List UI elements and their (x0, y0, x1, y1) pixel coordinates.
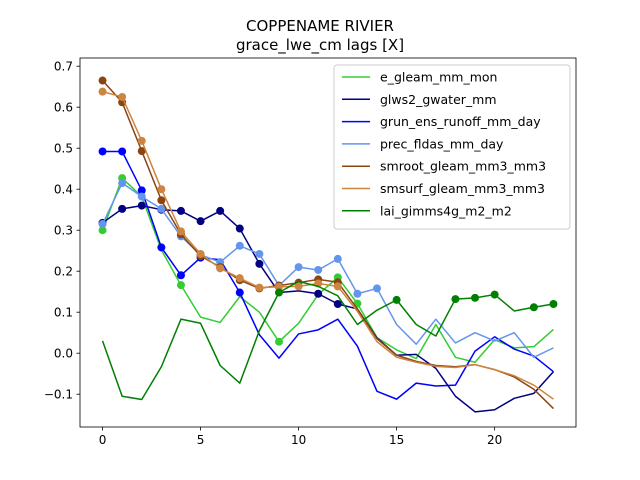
data-point-glws2_gwater_mm (216, 206, 225, 215)
series-line-smsurf_gleam_mm3_mm3 (102, 90, 554, 400)
plot-area (98, 76, 558, 413)
data-point-smsurf_gleam_mm3_mm3 (274, 282, 283, 291)
series-line-grun_ens_runoff_mm_day (102, 150, 554, 400)
data-point-glws2_gwater_mm (314, 289, 323, 298)
data-point-glws2_gwater_mm (333, 300, 342, 308)
data-point-glws2_gwater_mm (137, 201, 146, 210)
legend-label-smroot_gleam_mm3_mm3: smroot_gleam_mm3_mm3 (380, 159, 546, 174)
data-point-smsurf_gleam_mm3_mm3 (255, 283, 264, 292)
data-point-glws2_gwater_mm (255, 259, 264, 268)
y-tick-label: 0.3 (54, 224, 73, 238)
data-point-prec_fldas_mm_day (353, 289, 362, 298)
data-point-smroot_gleam_mm3_mm3 (137, 147, 146, 156)
data-point-smsurf_gleam_mm3_mm3 (294, 282, 303, 291)
data-point-smsurf_gleam_mm3_mm3 (157, 185, 166, 194)
data-point-prec_fldas_mm_day (98, 220, 107, 229)
legend-box (333, 64, 571, 230)
y-tick-label: 0.6 (54, 101, 73, 115)
x-tick-label: 10 (291, 433, 306, 447)
data-point-grun_ens_runoff_mm_day (118, 147, 127, 156)
data-point-grun_ens_runoff_mm_day (98, 147, 107, 156)
chart-subtitle: grace_lwe_cm lags [X] (236, 36, 404, 55)
y-tick-label: −0.1 (44, 388, 73, 402)
x-tick-label: 5 (197, 433, 205, 447)
data-point-lai_gimms4g_m2_m2 (274, 288, 283, 297)
data-point-lai_gimms4g_m2_m2 (471, 293, 480, 302)
y-tick-label: 0.1 (54, 306, 73, 320)
y-tick-label: 0.2 (54, 265, 73, 279)
data-point-e_gleam_mm_mon (353, 299, 362, 308)
legend-label-smsurf_gleam_mm3_mm3: smsurf_gleam_mm3_mm3 (380, 181, 545, 196)
data-point-prec_fldas_mm_day (255, 249, 264, 258)
data-point-smroot_gleam_mm3_mm3 (98, 76, 107, 85)
data-point-glws2_gwater_mm (235, 224, 244, 233)
data-point-smsurf_gleam_mm3_mm3 (137, 136, 146, 145)
data-point-grun_ens_runoff_mm_day (157, 243, 166, 252)
data-point-smsurf_gleam_mm3_mm3 (333, 282, 342, 291)
data-point-prec_fldas_mm_day (157, 204, 166, 213)
chart-title: COPPENAME RIVIER (246, 17, 394, 35)
x-tick-label: 0 (99, 433, 107, 447)
legend-label-prec_fldas_mm_day: prec_fldas_mm_day (380, 136, 504, 151)
data-point-e_gleam_mm_mon (176, 281, 185, 290)
data-point-prec_fldas_mm_day (314, 265, 323, 274)
axes-frame (79, 57, 577, 428)
data-point-smsurf_gleam_mm3_mm3 (196, 249, 205, 258)
y-tick-label: 0.5 (54, 142, 73, 156)
series-line-e_gleam_mm_mon (101, 177, 554, 363)
legend: e_gleam_mm_mon glws2_gwater_mm grun_ens_ru… (333, 64, 571, 230)
data-point-e_gleam_mm_mon (274, 337, 283, 346)
data-point-lai_gimms4g_m2_m2 (549, 300, 558, 308)
data-point-smsurf_gleam_mm3_mm3 (235, 274, 244, 283)
data-point-glws2_gwater_mm (176, 206, 185, 215)
data-point-lai_gimms4g_m2_m2 (451, 295, 460, 304)
legend-label-glws2_gwater_mm: glws2_gwater_mm (380, 92, 497, 107)
data-point-lai_gimms4g_m2_m2 (529, 303, 538, 312)
data-point-smsurf_gleam_mm3_mm3 (216, 264, 225, 273)
legend-label-lai_gimms4g_m2_m2: lai_gimms4g_m2_m2 (380, 203, 512, 218)
data-point-lai_gimms4g_m2_m2 (490, 290, 499, 299)
axes: 0 5 10 15 20 −0.1 0.0 0.1 0.2 0.3 0.4 0.5 0.6 0.7 (44, 57, 577, 447)
data-point-prec_fldas_mm_day (294, 263, 303, 272)
data-point-e_gleam_mm_mon (98, 226, 107, 235)
data-point-glws2_gwater_mm (118, 204, 127, 213)
data-point-prec_fldas_mm_day (333, 254, 342, 263)
y-tick-label: 0.7 (54, 60, 73, 74)
legend-label-e_gleam_mm_mon: e_gleam_mm_mon (380, 70, 497, 85)
data-point-smsurf_gleam_mm3_mm3 (176, 227, 185, 236)
y-tick-label: 0.4 (54, 183, 73, 197)
legend-label-grun_ens_runoff_mm_day: grun_ens_runoff_mm_day (380, 114, 541, 129)
data-point-grun_ens_runoff_mm_day (137, 186, 146, 195)
data-point-prec_fldas_mm_day (235, 241, 244, 250)
data-point-prec_fldas_mm_day (373, 284, 382, 293)
data-point-grun_ens_runoff_mm_day (235, 288, 244, 297)
x-tick-label: 20 (487, 433, 502, 447)
data-point-smsurf_gleam_mm3_mm3 (118, 92, 127, 101)
data-point-smroot_gleam_mm3_mm3 (157, 196, 166, 205)
data-point-smsurf_gleam_mm3_mm3 (98, 87, 107, 96)
data-point-prec_fldas_mm_day (118, 179, 127, 188)
data-point-prec_fldas_mm_day (137, 192, 146, 201)
x-tick-label: 15 (389, 433, 404, 447)
y-tick-label: 0.0 (54, 347, 73, 361)
data-point-grun_ens_runoff_mm_day (176, 271, 185, 280)
data-point-glws2_gwater_mm (196, 217, 205, 226)
data-point-lai_gimms4g_m2_m2 (392, 295, 401, 304)
